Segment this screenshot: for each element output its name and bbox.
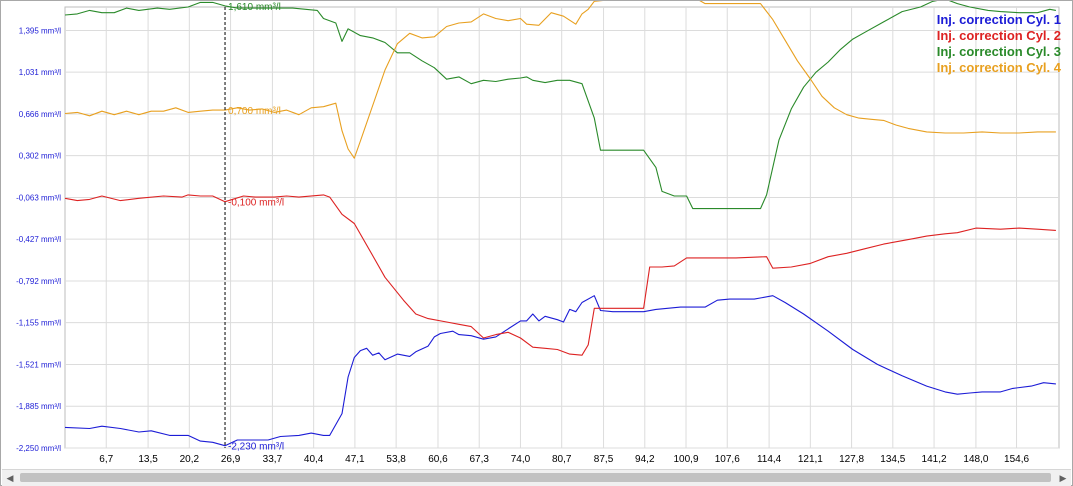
legend-item-cyl-4: Inj. correction Cyl. 4 bbox=[937, 60, 1062, 75]
cursor-value-label: -0,100 mm³/l bbox=[228, 198, 284, 209]
x-tick-label: 148,0 bbox=[963, 454, 988, 465]
cursor-value-labels: 1,610 mm³/l 0,700 mm³/l -0,100 mm³/l -2,230… bbox=[228, 2, 284, 453]
legend-item-cyl-2: Inj. correction Cyl. 2 bbox=[937, 28, 1061, 43]
x-axis-tick-labels: 6,7 13,5 20,2 26,9 33,7 40,4 47,1 53,8 60,6 67,3 7… bbox=[99, 454, 1029, 465]
x-tick-label: 80,7 bbox=[552, 454, 572, 465]
horizontal-gridlines bbox=[65, 29, 1059, 449]
y-tick-label: -0,427 mm³/l bbox=[16, 235, 61, 244]
cursor-value-label: -2,230 mm³/l bbox=[228, 442, 284, 453]
x-tick-label: 47,1 bbox=[345, 454, 365, 465]
y-tick-label: 1,031 mm³/l bbox=[19, 68, 61, 77]
x-tick-label: 127,8 bbox=[839, 454, 864, 465]
vertical-gridlines bbox=[105, 7, 1018, 448]
x-tick-label: 60,6 bbox=[428, 454, 448, 465]
series-line-cyl-4 bbox=[64, 1, 1056, 159]
x-tick-label: 13,5 bbox=[138, 454, 158, 465]
series-lines bbox=[64, 1, 1056, 447]
horizontal-scrollbar[interactable]: ◀ ▶ bbox=[2, 469, 1071, 486]
x-tick-label: 87,5 bbox=[594, 454, 614, 465]
cursor-value-label: 0,700 mm³/l bbox=[228, 106, 281, 117]
x-tick-label: 6,7 bbox=[99, 454, 113, 465]
x-tick-label: 33,7 bbox=[263, 454, 283, 465]
y-tick-label: 0,302 mm³/l bbox=[19, 152, 61, 161]
y-tick-label: -1,885 mm³/l bbox=[16, 402, 61, 411]
y-axis-tick-labels: 1,395 mm³/l 1,031 mm³/l 0,666 mm³/l 0,302 m… bbox=[16, 26, 61, 453]
x-tick-label: 121,1 bbox=[798, 454, 823, 465]
x-tick-label: 134,5 bbox=[880, 454, 905, 465]
y-tick-label: -1,521 mm³/l bbox=[16, 360, 61, 369]
legend-item-cyl-3: Inj. correction Cyl. 3 bbox=[937, 44, 1061, 59]
x-tick-label: 94,2 bbox=[635, 454, 655, 465]
x-tick-label: 53,8 bbox=[386, 454, 406, 465]
x-tick-label: 20,2 bbox=[180, 454, 200, 465]
y-tick-label: -0,063 mm³/l bbox=[16, 193, 61, 202]
x-tick-label: 40,4 bbox=[304, 454, 324, 465]
cursor-value-label: 1,610 mm³/l bbox=[228, 2, 281, 13]
x-tick-label: 74,0 bbox=[511, 454, 531, 465]
y-tick-label: 1,395 mm³/l bbox=[19, 26, 61, 35]
y-tick-label: -1,155 mm³/l bbox=[16, 319, 61, 328]
injection-correction-line-chart: 1,395 mm³/l 1,031 mm³/l 0,666 mm³/l 0,302 m… bbox=[16, 1, 1062, 465]
legend-item-cyl-1: Inj. correction Cyl. 1 bbox=[937, 12, 1061, 27]
y-tick-label: -2,250 mm³/l bbox=[16, 444, 61, 453]
scroll-right-arrow-icon[interactable]: ▶ bbox=[1059, 473, 1067, 483]
y-tick-label: -0,792 mm³/l bbox=[16, 277, 61, 286]
x-tick-label: 107,6 bbox=[715, 454, 740, 465]
x-tick-label: 141,2 bbox=[922, 454, 947, 465]
x-tick-label: 26,9 bbox=[221, 454, 241, 465]
scroll-thumb[interactable] bbox=[20, 473, 1051, 482]
x-tick-label: 154,6 bbox=[1004, 454, 1029, 465]
scroll-left-arrow-icon[interactable]: ◀ bbox=[6, 473, 14, 483]
series-line-cyl-2 bbox=[64, 194, 1056, 356]
x-tick-label: 100,9 bbox=[674, 454, 699, 465]
series-line-cyl-3 bbox=[64, 1, 1056, 210]
y-tick-label: 0,666 mm³/l bbox=[19, 110, 61, 119]
x-tick-label: 67,3 bbox=[469, 454, 489, 465]
x-tick-label: 114,4 bbox=[757, 454, 782, 465]
